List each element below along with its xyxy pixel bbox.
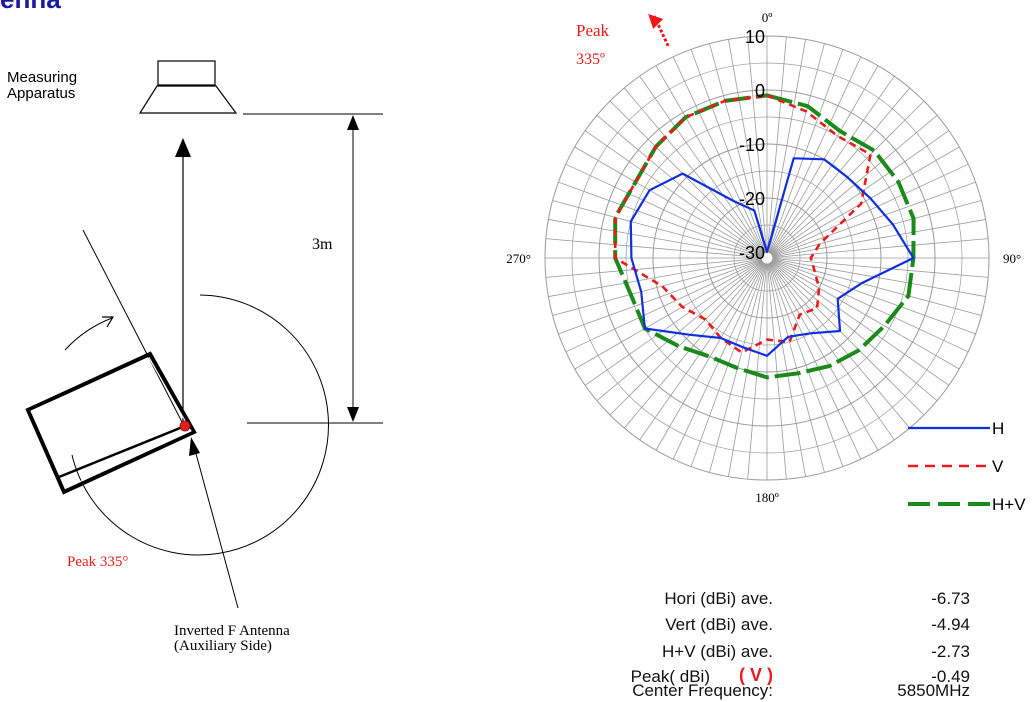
rotation-path [64, 294, 329, 556]
radial-tick-label: -10 [739, 135, 765, 155]
grid-ring [733, 224, 801, 292]
angle-label: 180º [755, 490, 779, 505]
grid-ring [571, 62, 963, 454]
grid-ring [679, 170, 855, 346]
angle-label: 0º [762, 10, 773, 25]
peak-label-line2: 335º [576, 51, 605, 68]
antenna-label-line2: (Auxiliary Side) [174, 638, 272, 654]
grid-ring [625, 116, 909, 400]
summary-label-hori: Hori (dBi) ave. [664, 589, 773, 608]
series-h-plus-v [613, 93, 916, 380]
signal-path-arrow [175, 138, 191, 424]
antenna-feed-point [179, 420, 191, 432]
angle-label: 90° [1003, 251, 1021, 266]
apparatus-label-line2: Apparatus [7, 85, 75, 102]
peak-label-line1: Peak [576, 21, 610, 40]
summary-value-hv: -2.73 [931, 642, 970, 661]
summary-label-hv: H+V (dBi) ave. [661, 642, 773, 661]
radial-tick-label: 10 [745, 27, 765, 47]
measurement-setup-diagram: Measuring Apparatus 3m Peak 335° Inverte… [7, 60, 383, 654]
page-title: enna [0, 0, 61, 15]
antenna-board [25, 351, 197, 495]
measuring-apparatus-icon [138, 60, 238, 114]
distance-label: 3m [312, 236, 333, 253]
summary-label-frequency: Center Frequency: [632, 681, 773, 700]
legend-label: H+V [992, 495, 1026, 514]
chart-legend: HV H+V [908, 419, 1026, 514]
grid-ring [544, 35, 990, 481]
antenna-pointer [189, 437, 239, 609]
summary-value-hori: -6.73 [931, 589, 970, 608]
radial-tick-label: -20 [739, 189, 765, 209]
summary-label-peak: Peak( dBi) [630, 667, 710, 686]
legend-label: V [992, 457, 1004, 476]
grid-ring [706, 197, 828, 319]
radial-tick-label: 0 [755, 81, 765, 101]
peak-arrow-head [648, 14, 664, 30]
distance-dimension [243, 113, 383, 424]
summary-value-peak: -0.49 [931, 667, 970, 686]
series-v [613, 94, 872, 354]
summary-label-vert: Vert (dBi) ave. [665, 615, 773, 634]
angle-label: 270° [506, 251, 531, 266]
series-h [629, 157, 915, 357]
peak-direction-line [82, 229, 184, 425]
polar-grid [544, 35, 990, 481]
legend-label: H [992, 419, 1004, 438]
summary-peak-marker: ( V ) [739, 665, 773, 685]
peak-angle-label: Peak 335° [67, 554, 128, 570]
polar-series [613, 14, 916, 380]
grid-ring [598, 89, 936, 427]
summary-value-vert: -4.94 [931, 615, 970, 634]
grid-ring [652, 143, 882, 373]
antenna-label-line1: Inverted F Antenna [174, 623, 290, 639]
apparatus-label-line1: Measuring [7, 69, 77, 86]
polar-labels: 10 0 -10 -20 -30 0º 90° 180º 270° Peak 335º [506, 10, 1021, 505]
summary-value-frequency: 5850MHz [897, 681, 970, 700]
radial-tick-label: -30 [739, 243, 765, 263]
